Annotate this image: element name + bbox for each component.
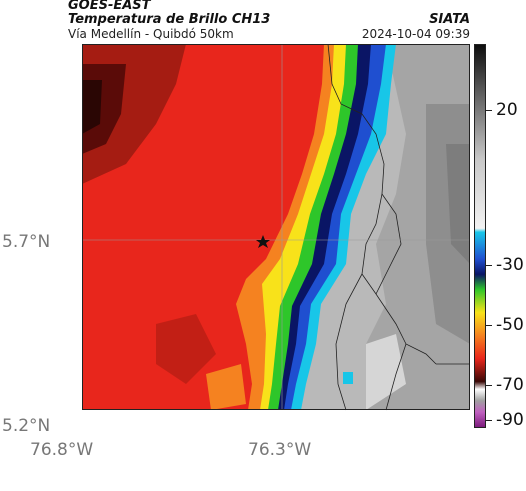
colorbar-label: -30 [496, 255, 524, 275]
title-satellite: GOES-EAST [68, 0, 151, 13]
y-tick-label: 5.7°N [2, 232, 51, 252]
colorbar [474, 44, 486, 428]
brightness-field [82, 44, 470, 410]
title-organization: SIATA [429, 12, 470, 27]
satellite-map [66, 44, 470, 428]
x-tick-label: 76.3°W [248, 440, 312, 460]
colorbar-label: -70 [496, 375, 524, 395]
y-tick-label: 5.2°N [2, 416, 51, 436]
title-product: Temperatura de Brillo CH13 [68, 12, 271, 27]
timestamp: 2024-10-04 09:39 [361, 27, 470, 41]
colorbar-label: -50 [496, 315, 524, 335]
boundary-lines [327, 44, 470, 411]
star-icon [256, 235, 270, 248]
x-tick-label: 76.8°W [30, 440, 94, 460]
colorbar-label: -90 [496, 410, 524, 430]
colorbar-label: 20 [496, 100, 518, 120]
subtitle-location: Vía Medellín - Quibdó 50km [68, 27, 234, 41]
